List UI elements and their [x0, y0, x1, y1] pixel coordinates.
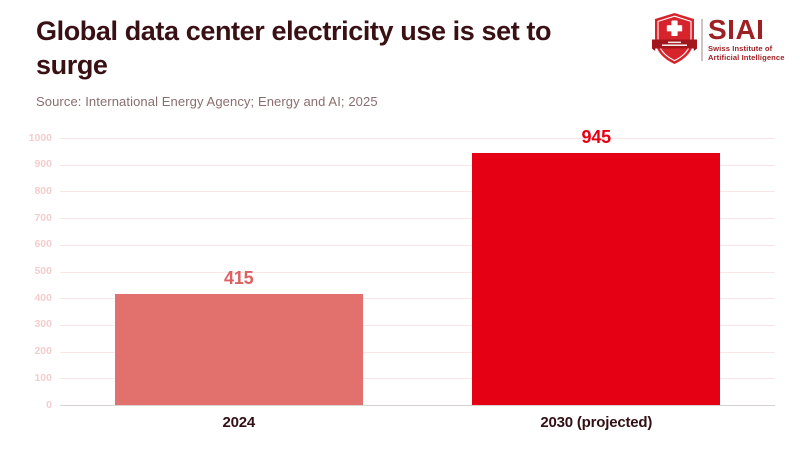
- y-tick-label-200: 200: [34, 345, 52, 358]
- gridline-600: [60, 244, 775, 246]
- page-title-line1: Global data center electricity use is se…: [36, 16, 552, 46]
- bar-value-label-2024: 415: [224, 268, 254, 289]
- x-axis-label-2030 (projected): 2030 (projected): [540, 414, 653, 431]
- y-tick-label-300: 300: [34, 318, 52, 331]
- gridline-0: [60, 405, 775, 406]
- source-line: Source: International Energy Agency; Ene…: [36, 94, 378, 109]
- logo-subtitle-line1: Swiss Institute of: [708, 44, 773, 53]
- y-tick-label-800: 800: [34, 184, 52, 197]
- gridline-300: [60, 324, 775, 326]
- y-tick-label-700: 700: [34, 211, 52, 224]
- page-title: Global data center electricity use is se…: [36, 14, 681, 82]
- swiss-cross-icon: [666, 20, 683, 36]
- y-tick-label-400: 400: [34, 291, 52, 304]
- gridline-1000: [60, 138, 775, 139]
- ribbon-text-marks: [662, 41, 687, 46]
- y-tick-label-900: 900: [34, 158, 52, 171]
- siai-logo: SIAI Swiss Institute of Artificial Intel…: [652, 12, 785, 66]
- logo-divider: [701, 19, 703, 61]
- logo-subtitle-line2: Artificial Intelligence: [708, 52, 785, 62]
- bar-2024: [114, 294, 363, 405]
- y-tick-label-1000: 1000: [28, 131, 52, 144]
- gridline-200: [60, 351, 775, 353]
- gridline-100: [60, 378, 775, 380]
- gridline-400: [60, 298, 775, 300]
- gridline-500: [60, 271, 775, 273]
- gridline-700: [60, 218, 775, 220]
- logo-acronym: SIAI: [708, 14, 765, 45]
- y-tick-label-100: 100: [34, 371, 52, 384]
- x-axis-label-2024: 2024: [222, 414, 256, 431]
- logo-text: SIAI Swiss Institute of Artificial Intel…: [708, 15, 785, 62]
- y-tick-label-600: 600: [34, 238, 52, 251]
- y-tick-label-0: 0: [46, 398, 52, 411]
- bar-2030 (projected): [472, 152, 721, 405]
- y-tick-label-500: 500: [34, 265, 52, 277]
- siai-shield-icon: [652, 13, 697, 64]
- gridline-800: [60, 191, 775, 193]
- gridline-900: [60, 164, 775, 166]
- bar-value-label-2030 (projected): 945: [581, 126, 612, 147]
- page-title-line2: surge: [36, 50, 108, 80]
